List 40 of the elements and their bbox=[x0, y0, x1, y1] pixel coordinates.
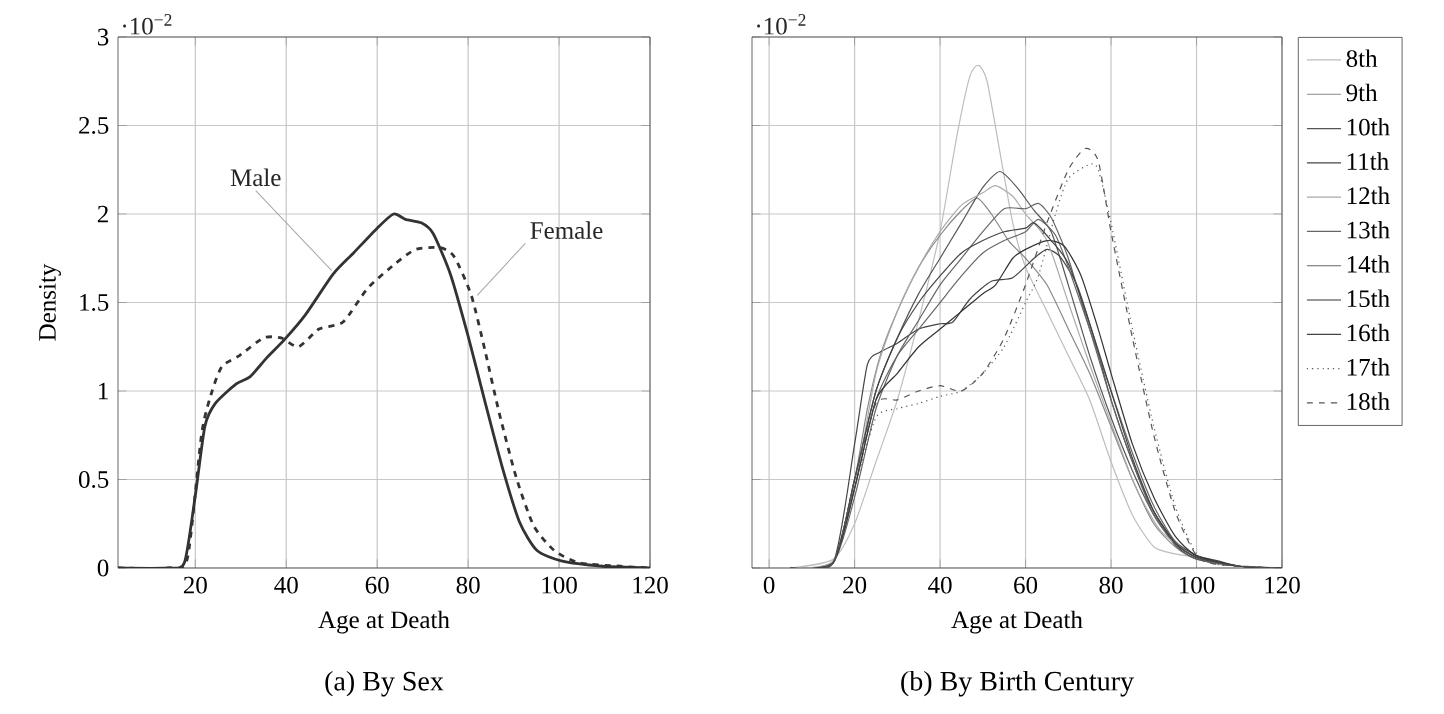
annotation: Male bbox=[230, 168, 281, 187]
x-tick-label: 0 bbox=[763, 576, 775, 594]
legend-label: 14th bbox=[1347, 255, 1390, 273]
legend-label: 12th bbox=[1347, 186, 1390, 205]
legend-label: 17th bbox=[1347, 358, 1390, 376]
y-tick-label: 1.5 bbox=[80, 294, 109, 311]
x-axis-title: Age at Death bbox=[951, 610, 1083, 634]
legend-label: 9th bbox=[1346, 83, 1378, 102]
x-tick-label: 60 bbox=[1014, 576, 1038, 594]
legend-label: 8th bbox=[1346, 49, 1378, 68]
text: ·10$^{−2}$ bbox=[123, 14, 172, 35]
x-tick-label: 80 bbox=[1099, 576, 1123, 594]
annotation: Female bbox=[530, 221, 603, 239]
x-tick-label: 120 bbox=[1265, 576, 1300, 594]
legend-label: 11th bbox=[1347, 152, 1389, 170]
x-tick-label: 20 bbox=[843, 576, 867, 594]
y-tick-label: 2.5 bbox=[79, 117, 109, 134]
x-tick-label: 60 bbox=[365, 576, 389, 594]
text: ·10$^{−2}$ bbox=[757, 14, 806, 35]
y-axis-title: Density bbox=[39, 263, 61, 341]
x-tick-label: 100 bbox=[1179, 576, 1215, 594]
legend-label: 15th bbox=[1347, 289, 1390, 308]
x-tick-label: 100 bbox=[542, 576, 577, 594]
x-tick-label: 80 bbox=[456, 576, 480, 594]
text: (b) By Birth Century bbox=[901, 670, 1134, 697]
x-axis-title: Age at Death bbox=[318, 610, 450, 634]
text: (a) By Sex bbox=[325, 670, 444, 697]
legend-label: 18th bbox=[1347, 392, 1390, 410]
legend-label: 13th bbox=[1347, 220, 1390, 239]
y-tick-label: 1 bbox=[98, 382, 108, 400]
x-tick-label: 40 bbox=[928, 576, 952, 594]
x-tick-label: 40 bbox=[274, 576, 298, 594]
y-tick-label: 0.5 bbox=[78, 471, 109, 488]
legend-label: 16th bbox=[1347, 323, 1390, 342]
y-tick-label: 2 bbox=[97, 205, 108, 223]
y-tick-label: 3 bbox=[97, 28, 109, 46]
x-tick-label: 120 bbox=[633, 576, 668, 594]
legend-label: 10th bbox=[1347, 118, 1390, 136]
x-tick-label: 20 bbox=[183, 576, 207, 594]
y-tick-label: 0 bbox=[97, 559, 109, 577]
